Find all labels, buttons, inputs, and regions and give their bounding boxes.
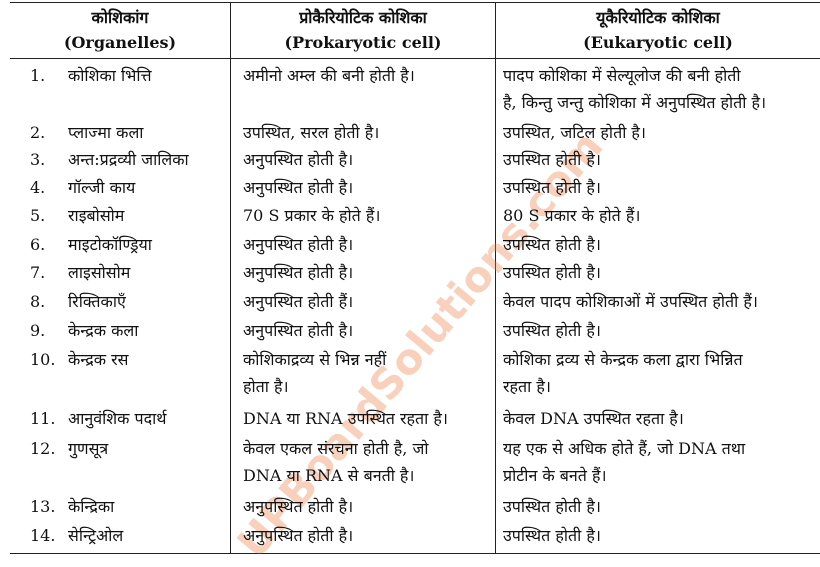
row-number: 8. [30,292,46,311]
row-number: 2. [30,123,46,142]
eukaryotic-text: है, किन्तु जन्तु कोशिका में अनुपस्थित हो… [503,93,767,112]
row-number: 4. [30,178,46,197]
organelle-name: अन्त:प्रद्रव्यी जालिका [68,150,189,169]
header-text: (Eukaryotic cell) [583,33,733,52]
prokaryotic-text: DNA या RNA से बनती है। [243,466,415,485]
prokaryotic-text: अनुपस्थित होती है। [243,235,354,254]
row-number: 1. [30,66,46,85]
header-text: प्रोकैरियोटिक कोशिका [299,8,427,27]
eukaryotic-text: केवल पादप कोशिकाओं में उपस्थित होती हैं। [503,292,758,311]
organelle-name: गॉल्जी काय [68,178,136,197]
header-text: यूकैरियोटिक कोशिका [596,8,720,27]
organelle-name: केन्द्रक रस [68,350,129,369]
row-number: 11. [30,409,56,428]
prokaryotic-text: होता है। [243,377,289,396]
prokaryotic-text: केवल एकल संरचना होती है, जो [243,439,429,458]
prokaryotic-text: अनुपस्थित होती है। [243,178,354,197]
organelle-name: कोशिका भित्ति [68,66,152,85]
row-number: 6. [30,235,46,254]
eukaryotic-text: उपस्थित होती है। [503,263,601,282]
eukaryotic-text: उपस्थित होती है। [503,321,601,340]
organelle-name: रिक्तिकाएँ [68,292,126,311]
row-number: 13. [30,497,56,516]
column-rule [495,2,496,553]
row-number: 3. [30,150,46,169]
organelle-name: माइटोकॉण्ड्रिया [68,235,152,254]
prokaryotic-text: अनुपस्थित होती है। [243,150,354,169]
prokaryotic-text: अमीनो अम्ल की बनी होती है। [243,66,415,85]
header-rule [10,58,820,59]
header-text: (Organelles) [63,33,177,52]
eukaryotic-text: उपस्थित होती है। [503,150,601,169]
eukaryotic-text: यह एक से अधिक होते हैं, जो DNA तथा [503,439,746,458]
organelle-name: प्लाज्मा कला [68,123,144,142]
eukaryotic-text: उपस्थित होती है। [503,526,601,545]
row-number: 12. [30,439,56,458]
organelle-name: आनुवंशिक पदार्थ [68,409,167,428]
row-number: 14. [30,526,56,545]
eukaryotic-text: पादप कोशिका में सेल्यूलोज की बनी होती [503,66,741,85]
prokaryotic-text: DNA या RNA उपस्थित रहता है। [243,409,448,428]
organelle-name: गुणसूत्र [68,439,109,458]
prokaryotic-text: कोशिकाद्रव्य से भिन्न नहीं [243,350,387,369]
column-rule [230,2,231,553]
eukaryotic-text: उपस्थित होती है। [503,235,601,254]
organelle-name: लाइसोसोम [68,263,131,282]
organelle-name: राइबोसोम [68,206,125,225]
row-number: 9. [30,321,46,340]
prokaryotic-text: 70 S प्रकार के होते हैं। [243,206,381,225]
prokaryotic-text: उपस्थित, सरल होती है। [243,123,380,142]
prokaryotic-text: अनुपस्थित होती है। [243,497,354,516]
eukaryotic-text: 80 S प्रकार के होते हैं। [503,206,641,225]
eukaryotic-text: उपस्थित होती है। [503,178,601,197]
eukaryotic-text: उपस्थित, जटिल होती है। [503,123,646,142]
prokaryotic-text: अनुपस्थित होती है। [243,263,354,282]
row-number: 10. [30,350,56,369]
row-number: 7. [30,263,46,282]
eukaryotic-text: प्रोटीन के बनते हैं। [503,466,607,485]
bottom-rule [10,553,820,554]
prokaryotic-text: अनुपस्थित होती हैं। [243,292,354,311]
organelle-name: केन्द्रक कला [68,321,139,340]
row-number: 5. [30,206,46,225]
organelle-name: केन्द्रिका [68,497,115,516]
eukaryotic-text: रहता है। [503,377,551,396]
organelle-name: सेन्ट्रिओल [68,526,124,545]
prokaryotic-text: अनुपस्थित होती है। [243,526,354,545]
eukaryotic-text: केवल DNA उपस्थित रहता है। [503,409,684,428]
prokaryotic-text: अनुपस्थित होती है। [243,321,354,340]
header-text: (Prokaryotic cell) [284,33,442,52]
eukaryotic-text: कोशिका द्रव्य से केन्द्रक कला द्वारा भिन… [503,350,743,369]
header-text: कोशिकांग [91,8,149,27]
eukaryotic-text: उपस्थित होती है। [503,497,601,516]
top-rule [10,2,820,3]
